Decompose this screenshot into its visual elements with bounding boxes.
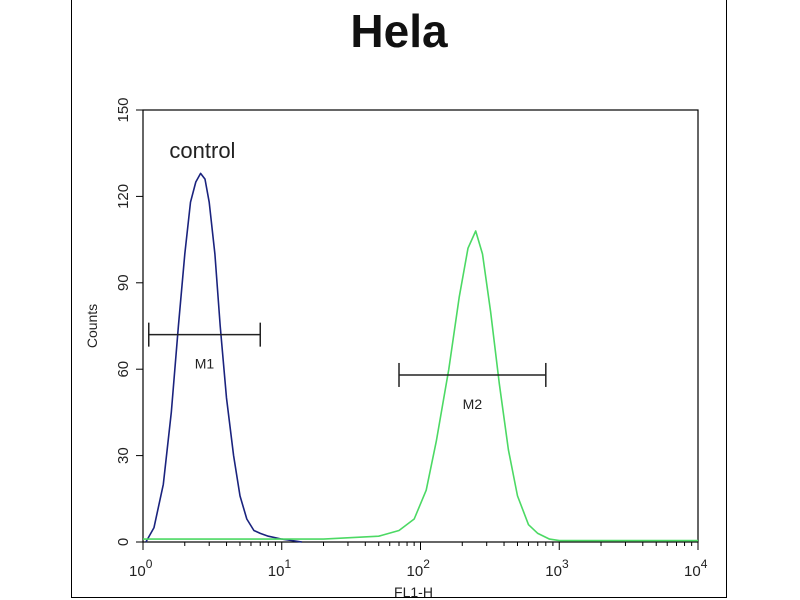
- y-tick-label: 150: [115, 97, 132, 122]
- y-axis-label: Counts: [84, 304, 100, 348]
- x-tick-label: 100: [129, 557, 153, 580]
- plot-border: [142, 109, 699, 543]
- gate-label: M2: [463, 396, 483, 412]
- x-tick-label: 101: [268, 557, 292, 580]
- gate-label: M1: [195, 356, 215, 372]
- sample-histogram-line: [143, 230, 698, 542]
- x-axis-label: FL1-H: [394, 584, 433, 600]
- control-annotation: control: [169, 138, 235, 163]
- control-histogram-line: [145, 172, 303, 543]
- plot-area: 0 30 60 90 120 150 100 101 102 103 104 M1 M2: [115, 97, 708, 580]
- x-tick-label: 102: [407, 557, 431, 580]
- y-tick-label: 60: [115, 361, 132, 378]
- y-tick-label: 120: [115, 184, 132, 209]
- chart-title: Hela: [350, 5, 448, 57]
- y-tick-label: 90: [115, 274, 132, 291]
- x-tick-label: 103: [545, 557, 569, 580]
- x-tick-label: 104: [684, 557, 708, 580]
- y-tick-label: 0: [115, 538, 132, 546]
- y-tick-label: 30: [115, 447, 132, 464]
